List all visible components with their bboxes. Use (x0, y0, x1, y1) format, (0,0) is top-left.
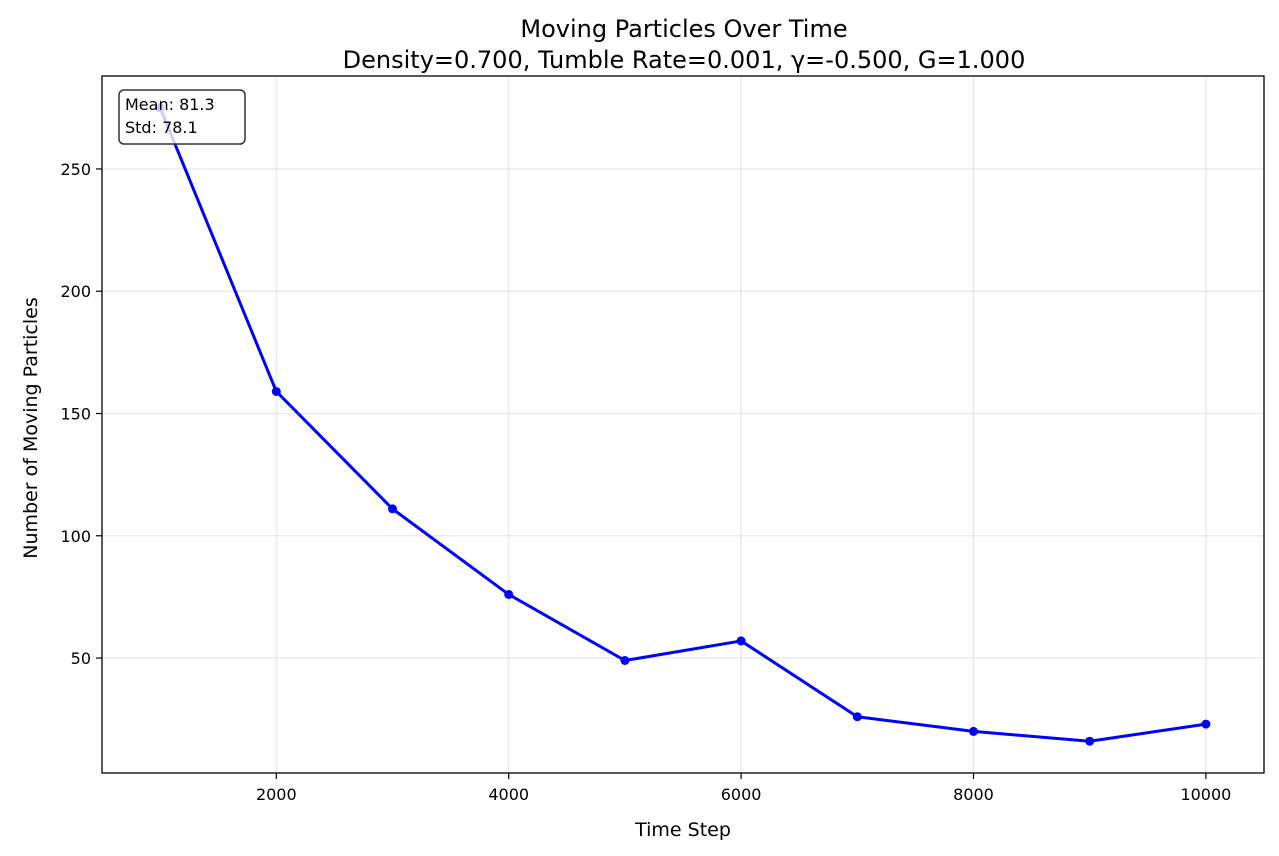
y-tick-label: 50 (71, 649, 91, 668)
chart-subtitle: Density=0.700, Tumble Rate=0.001, γ=-0.5… (343, 46, 1026, 74)
stats-mean: Mean: 81.3 (125, 95, 215, 114)
x-tick-label: 4000 (488, 785, 529, 804)
x-tick-label: 8000 (953, 785, 994, 804)
data-point (1201, 719, 1211, 729)
x-tick-label: 10000 (1180, 785, 1231, 804)
data-point (271, 386, 281, 396)
y-tick-label: 100 (60, 527, 91, 546)
data-point (504, 589, 514, 599)
data-point (852, 712, 862, 722)
data-point (388, 504, 397, 514)
x-axis-label: Time Step (634, 819, 731, 841)
data-point (969, 726, 978, 736)
data-point (620, 656, 630, 666)
stats-box-frame (118, 89, 246, 145)
chart-title: Moving Particles Over Time (520, 15, 847, 43)
y-tick-label: 150 (60, 404, 91, 423)
ticks: 2000 4000 6000 8000 10000 50 100 150 200 250 (60, 160, 1231, 804)
x-tick-label: 6000 (721, 785, 762, 804)
stats-box: Mean: 81.3 Std: 78.1 (118, 89, 246, 145)
x-tick-label: 2000 (256, 785, 297, 804)
stats-std: Std: 78.1 (125, 118, 198, 137)
plot-frame (101, 75, 1265, 774)
y-tick-label: 200 (60, 282, 91, 301)
y-tick-label: 250 (60, 160, 91, 179)
series-line (158, 107, 1207, 743)
data-point (1085, 736, 1095, 746)
data-point (736, 636, 746, 646)
grid (102, 76, 1264, 773)
y-axis-label: Number of Moving Particles (20, 297, 42, 559)
